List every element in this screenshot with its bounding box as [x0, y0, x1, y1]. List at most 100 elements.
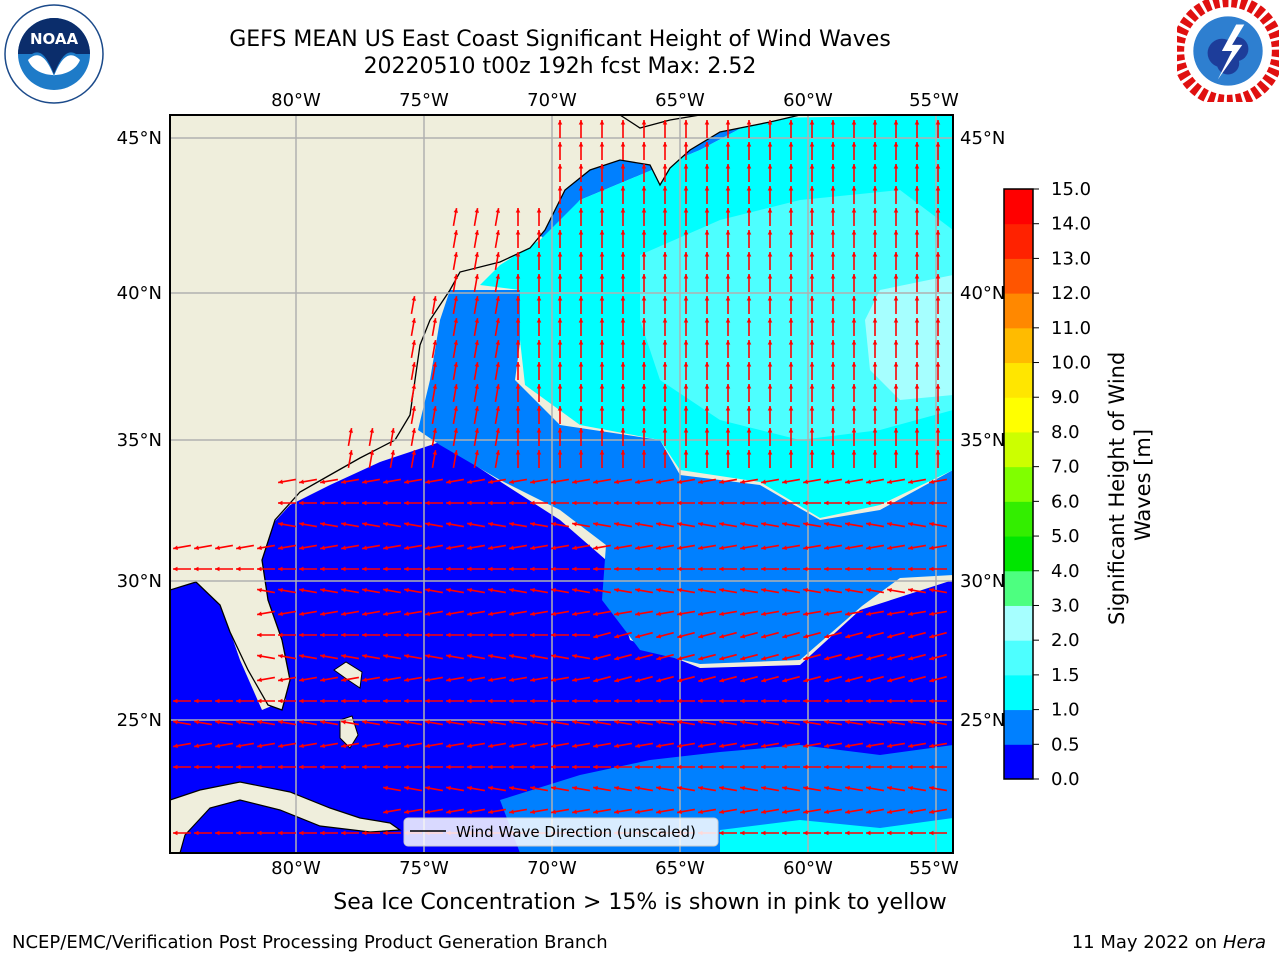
wave-arrow-head	[719, 719, 724, 725]
wave-arrow-head	[467, 521, 472, 527]
wave-arrow-head	[425, 479, 430, 485]
wave-arrow-head	[446, 632, 451, 638]
wave-arrow-head	[411, 406, 417, 411]
wave-arrow-head	[536, 230, 542, 235]
wave-arrow-head	[719, 545, 724, 551]
wave-arrow-head	[803, 764, 808, 770]
wave-arrow-head	[551, 611, 556, 617]
wave-arrow-head	[467, 653, 472, 659]
wave-arrow-head	[446, 785, 451, 791]
wave-arrow-head	[635, 655, 641, 661]
wave-arrow-head	[929, 521, 934, 527]
wave-arrow-head	[383, 698, 388, 704]
wave-arrow-head	[404, 500, 409, 506]
wave-arrow-head	[866, 500, 871, 506]
wave-arrow-head	[551, 764, 556, 770]
wave-arrow-head	[830, 164, 836, 169]
wave-arrow-head	[488, 764, 493, 770]
wave-arrow-head	[788, 274, 794, 279]
wave-arrow-head	[767, 164, 773, 169]
wave-arrow-head	[767, 406, 773, 411]
wave-arrow-head	[725, 362, 731, 367]
wave-arrow-head	[914, 208, 920, 213]
wave-arrow-head	[935, 450, 941, 455]
wave-arrow-head	[551, 566, 556, 572]
wave-arrow-head	[614, 479, 619, 485]
wave-arrow-head	[530, 611, 535, 617]
wave-arrow-head	[236, 545, 241, 551]
date-text: 11 May 2022 on	[1071, 932, 1218, 953]
wave-arrow-head	[782, 566, 787, 572]
wave-arrow-head	[809, 120, 815, 125]
wave-arrow-head	[236, 764, 241, 770]
wave-arrow-head	[299, 764, 304, 770]
wave-arrow-head	[530, 743, 535, 749]
wave-arrow-head	[656, 587, 661, 593]
colorbar-tick-label: 2.0	[1051, 630, 1080, 651]
colorbar-tick-label: 6.0	[1051, 491, 1080, 512]
colorbar-segment	[1004, 327, 1033, 364]
wave-arrow-head	[719, 611, 724, 617]
wave-arrow-head	[830, 296, 836, 301]
wave-arrow-head	[683, 340, 689, 345]
wave-arrow-head	[383, 479, 388, 485]
wave-arrow-head	[299, 653, 304, 659]
wave-arrow-head	[348, 428, 354, 433]
wave-arrow-head	[704, 450, 710, 455]
wave-arrow-head	[866, 611, 871, 617]
wave-arrow-head	[698, 479, 703, 485]
wave-arrow-head	[725, 274, 731, 279]
wave-arrow-head	[698, 587, 703, 593]
wave-arrow-head	[530, 677, 535, 683]
wave-arrow-head	[635, 566, 640, 572]
wave-arrow-head	[432, 384, 438, 389]
wave-arrow-head	[824, 743, 829, 749]
wave-arrow-head	[551, 677, 556, 683]
wave-arrow-head	[851, 120, 857, 125]
wave-arrow-head	[782, 545, 787, 551]
wave-arrow-head	[866, 809, 871, 815]
wave-arrow-head	[740, 500, 745, 506]
arrow-legend-label: Wind Wave Direction (unscaled)	[456, 823, 696, 841]
wave-arrow-head	[599, 406, 605, 411]
wave-arrow-head	[599, 252, 605, 257]
wave-arrow-head	[257, 830, 262, 836]
wave-arrow-head	[495, 252, 501, 257]
wave-arrow-head	[593, 785, 598, 791]
wave-arrow-head	[509, 743, 514, 749]
wave-arrow-head	[908, 633, 914, 639]
wave-arrow-head	[677, 677, 683, 683]
wave-arrow-head	[362, 698, 367, 704]
colorbar-tick-label: 0.5	[1051, 734, 1080, 755]
wave-arrow-head	[809, 186, 815, 191]
wave-arrow-head	[432, 340, 438, 345]
bahamas-abaco	[333, 661, 363, 689]
wave-arrow-head	[698, 809, 703, 815]
wave-arrow-head	[725, 428, 731, 433]
wave-arrow-head	[677, 587, 682, 593]
wave-arrow-head	[593, 587, 598, 593]
wave-arrow-head	[320, 566, 325, 572]
wave-arrow-head	[698, 743, 703, 749]
wave-arrow-head	[215, 830, 220, 836]
wave-arrow-head	[887, 698, 892, 704]
wave-arrow-head	[809, 318, 815, 323]
wave-arrow-head	[404, 698, 409, 704]
wave-arrow-head	[557, 296, 563, 301]
wave-arrow-head	[893, 340, 899, 345]
wave-arrow-head	[495, 428, 501, 433]
wave-arrow-head	[488, 587, 493, 593]
wave-arrow-head	[851, 384, 857, 389]
wave-arrow-head	[446, 587, 451, 593]
wave-arrow-head	[914, 428, 920, 433]
wave-arrow-head	[620, 274, 626, 279]
wave-arrow-head	[761, 587, 766, 593]
wave-arrow-head	[299, 830, 304, 836]
wave-arrow-head	[830, 450, 836, 455]
wave-arrow-head	[614, 633, 620, 639]
wave-arrow-head	[851, 164, 857, 169]
colorbar-tick-label: 3.0	[1051, 595, 1080, 616]
wave-arrow-head	[530, 653, 535, 659]
wave-arrow-head	[467, 785, 472, 791]
wave-arrow-head	[782, 500, 787, 506]
